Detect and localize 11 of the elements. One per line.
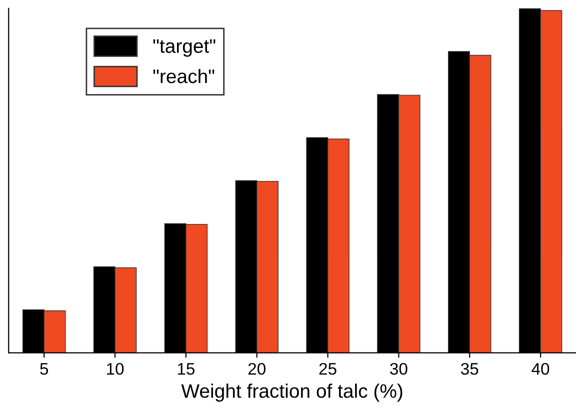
legend-label: "target" [153, 39, 216, 57]
x-tick-label: 20 [248, 362, 266, 375]
x-tick-label: 35 [460, 362, 478, 375]
x-tick-label: 25 [319, 362, 336, 375]
legend-label: "reach" [153, 68, 214, 84]
x-tick-label: 30 [390, 362, 408, 375]
x-tick-label: 5 [40, 363, 48, 375]
x-tick-label: 10 [107, 362, 124, 375]
x-tick-label: 15 [178, 363, 195, 375]
x-axis-title: Weight fraction of talc (%) [181, 384, 402, 402]
x-tick-label: 40 [532, 362, 550, 375]
